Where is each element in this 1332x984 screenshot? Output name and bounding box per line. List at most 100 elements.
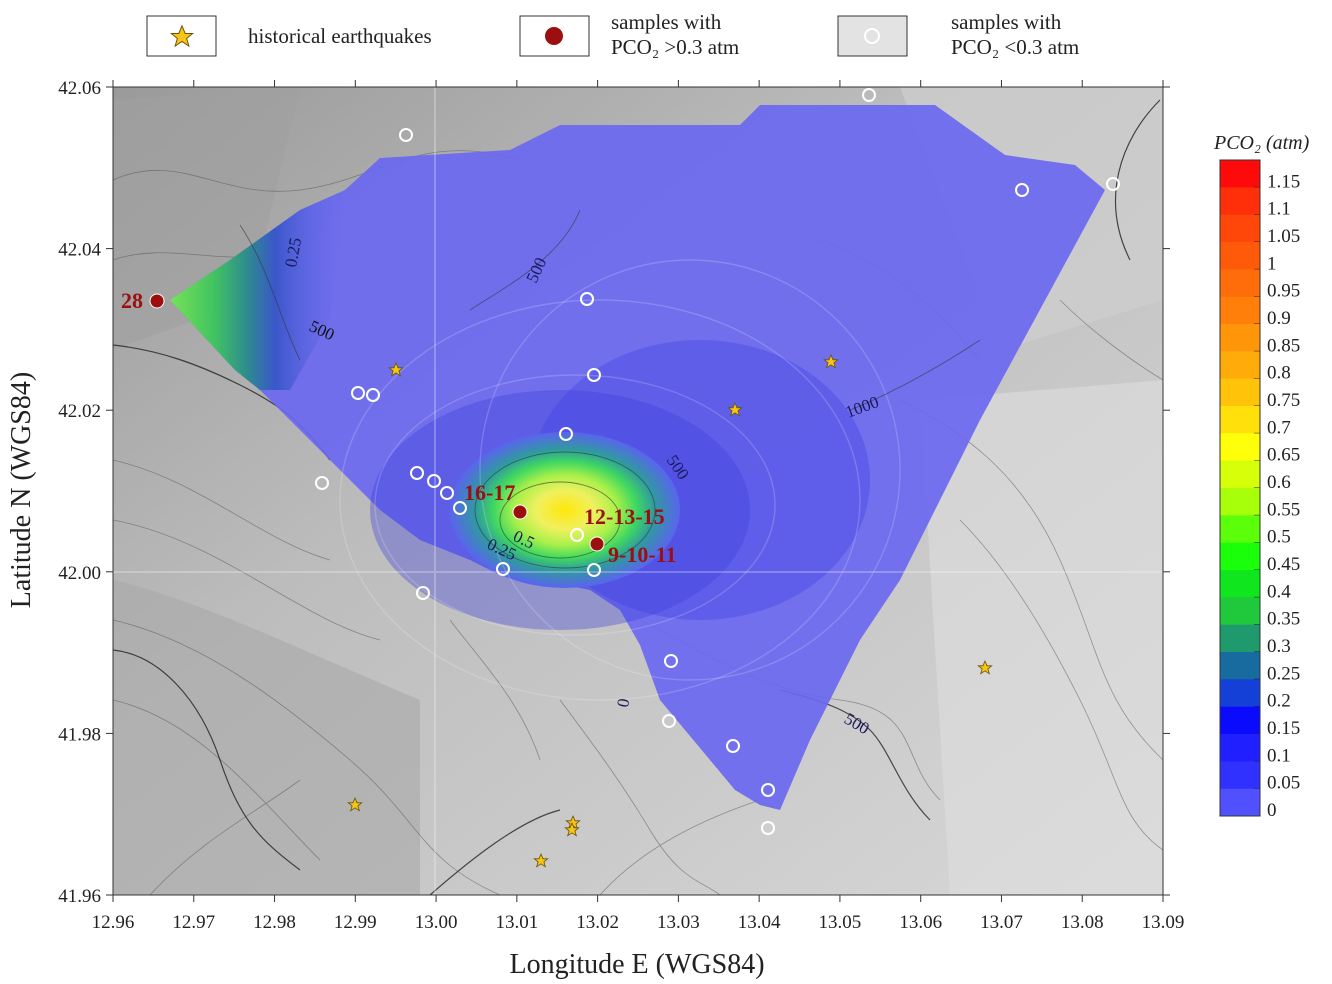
sample-label-12-13-15: 12-13-15 (584, 504, 665, 529)
colorbar-swatch (1220, 187, 1260, 216)
star-icon (169, 24, 195, 48)
colorbar-swatch (1220, 460, 1260, 489)
colorbar-swatch (1220, 652, 1260, 680)
colorbar-swatch (1220, 296, 1260, 325)
low-sample (1015, 183, 1029, 197)
colorbar-label: 0.4 (1267, 581, 1291, 602)
colorbar-label: 0.45 (1267, 554, 1300, 575)
colorbar-swatch (1220, 515, 1260, 544)
x-tick-label: 13.07 (980, 912, 1023, 933)
earthquake-stars (347, 353, 993, 868)
legend: historical earthquakes samples with PCO₂… (146, 10, 1079, 59)
low-sample (440, 486, 454, 500)
colorbar-swatch (1220, 351, 1260, 380)
colorbar-label: 0.55 (1267, 499, 1300, 520)
earthquake-star (823, 353, 839, 369)
low-sample (587, 368, 601, 382)
y-tick-label: 42.04 (58, 240, 101, 261)
colorbar-label: 1.05 (1267, 226, 1300, 247)
colorbar-swatches (1220, 160, 1260, 817)
sample-label-16-17: 16-17 (464, 480, 515, 505)
x-tick-label: 13.04 (738, 912, 781, 933)
colorbar-label: 0.2 (1267, 691, 1291, 712)
colorbar-label: 0.05 (1267, 773, 1300, 794)
colorbar-label: 1.1 (1267, 199, 1291, 220)
earthquake-star (388, 361, 404, 377)
legend-label-low-2: PCO₂ <0.3 atm (951, 35, 1079, 59)
colorbar-swatch (1220, 433, 1260, 462)
colorbar-swatch (1220, 488, 1260, 516)
low-sample (427, 474, 441, 488)
high-sample-icon (545, 27, 563, 45)
low-sample (862, 88, 876, 102)
colorbar: PCO₂ (atm) 1.15 1.1 1.05 1 0.95 0.9 0.85 0.8 0.7… (1213, 132, 1310, 821)
x-tick-label: 13.08 (1061, 912, 1104, 933)
low-sample (416, 586, 430, 600)
x-tick-label: 12.96 (92, 912, 135, 933)
colorbar-swatch (1220, 597, 1260, 626)
low-sample (496, 562, 510, 576)
colorbar-swatch (1220, 706, 1260, 735)
low-sample (1106, 177, 1120, 191)
colorbar-label: 0.6 (1267, 472, 1291, 493)
colorbar-label: 0.7 (1267, 417, 1291, 438)
earthquake-star (727, 401, 743, 417)
colorbar-label: 0 (1267, 800, 1277, 821)
earthquake-star (977, 659, 993, 675)
colorbar-swatch (1220, 788, 1260, 817)
colorbar-swatch (1220, 160, 1260, 188)
colorbar-swatch (1220, 570, 1260, 598)
contour-label-025-nw: 0.25 (281, 236, 305, 269)
legend-label-high-2: PCO₂ >0.3 atm (611, 35, 739, 59)
colorbar-label: 0.65 (1267, 445, 1300, 466)
low-sample (410, 466, 424, 480)
y-tick-label: 41.98 (58, 724, 101, 745)
low-sample (761, 783, 775, 797)
colorbar-label: 0.1 (1267, 745, 1291, 766)
colorbar-title: PCO₂ (atm) (1213, 132, 1310, 154)
x-tick-label: 13.05 (819, 912, 862, 933)
low-sample (726, 739, 740, 753)
low-sample (453, 501, 467, 515)
x-tick-label: 12.98 (253, 912, 296, 933)
x-tick-label: 13.00 (415, 912, 458, 933)
legend-label-earthquakes: historical earthquakes (248, 24, 432, 48)
low-sample (399, 128, 413, 142)
x-axis (112, 80, 1164, 902)
low-sample (351, 386, 365, 400)
y-tick-label: 41.96 (58, 886, 101, 907)
legend-label-high-1: samples with (611, 10, 722, 34)
grid-lines (113, 87, 1163, 895)
low-sample (587, 563, 601, 577)
low-sample (570, 528, 584, 542)
x-tick-label: 13.09 (1142, 912, 1185, 933)
colorbar-swatch (1220, 242, 1260, 270)
colorbar-swatch (1220, 214, 1260, 243)
x-tick-label: 12.99 (334, 912, 377, 933)
colorbar-swatch (1220, 624, 1260, 653)
colorbar-label: 0.8 (1267, 363, 1291, 384)
colorbar-label: 0.85 (1267, 335, 1300, 356)
sample-labels: 28 16-17 12-13-15 9-10-11 (121, 288, 676, 567)
high-sample-9-10-11 (589, 536, 605, 552)
colorbar-label: 1.15 (1267, 171, 1300, 192)
pco2-plume (170, 105, 1105, 810)
y-axis-label: Latitude N (WGS84) (6, 372, 37, 608)
colorbar-swatch (1220, 324, 1260, 352)
colorbar-swatch (1220, 679, 1260, 708)
colorbar-label: 0.75 (1267, 390, 1300, 411)
x-tick-label: 13.01 (495, 912, 538, 933)
y-tick-label: 42.06 (58, 78, 101, 99)
colorbar-swatch (1220, 378, 1260, 407)
sample-label-28: 28 (121, 288, 143, 313)
colorbar-label: 0.95 (1267, 281, 1300, 302)
contour-label-0: 0 (613, 697, 633, 709)
y-tick-label: 42.02 (58, 401, 101, 422)
low-sample-icon (864, 28, 880, 44)
x-tick-labels: 12.96 12.97 12.98 12.99 13.00 13.01 13.02 13.03… (92, 912, 1185, 933)
colorbar-label: 0.5 (1267, 527, 1291, 548)
colorbar-label: 0.9 (1267, 308, 1291, 329)
low-sample (662, 714, 676, 728)
x-tick-label: 13.02 (576, 912, 619, 933)
